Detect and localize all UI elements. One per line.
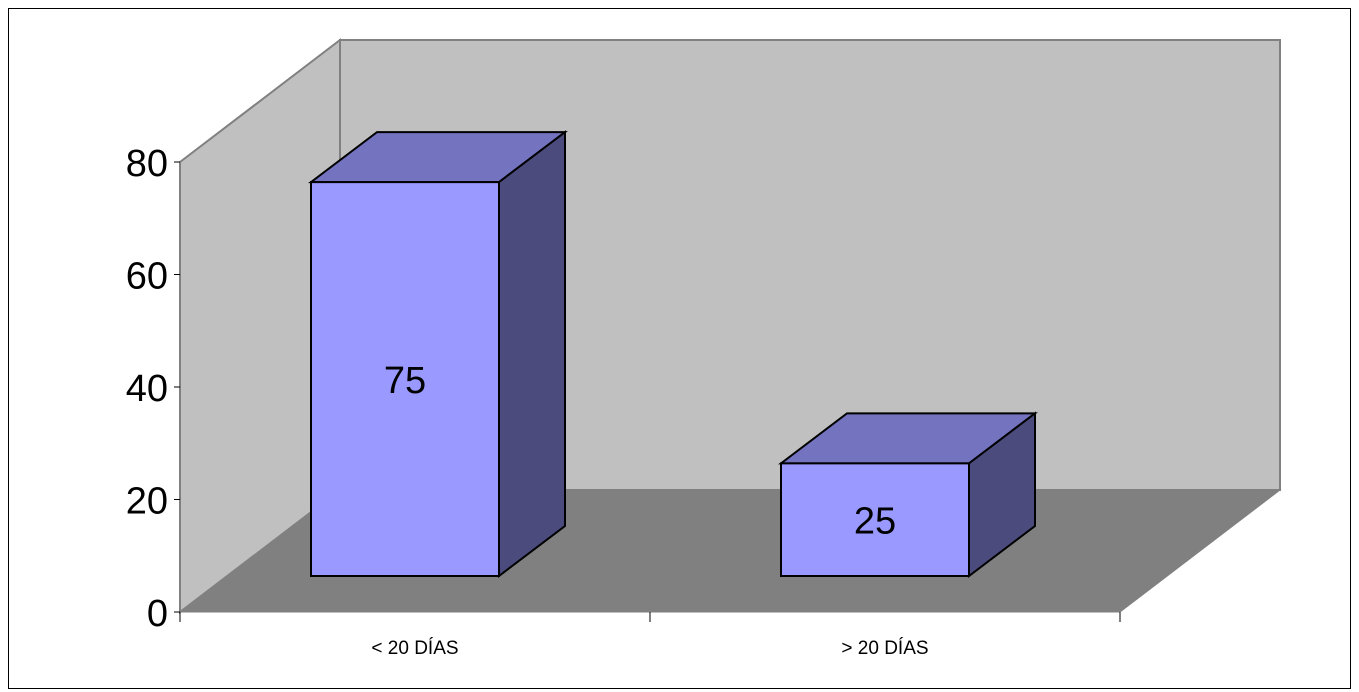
data-label: 75 — [384, 360, 426, 402]
y-tick-label: 0 — [147, 593, 168, 635]
y-tick-label: 20 — [126, 481, 168, 523]
y-tick-label: 40 — [126, 368, 168, 410]
bar-front — [310, 181, 500, 577]
bars-group: 75 25 — [308, 130, 1038, 579]
data-label: 25 — [854, 501, 896, 543]
category-axis: < 20 DÍAS > 20 DÍAS — [179, 612, 1121, 659]
x-tick-label: < 20 DÍAS — [371, 638, 458, 659]
x-tick-label: > 20 DÍAS — [841, 638, 928, 659]
bar-front — [780, 462, 970, 577]
y-tick-label: 60 — [126, 256, 168, 298]
y-tick-label: 80 — [126, 143, 168, 185]
value-axis: 0 20 40 60 80 — [126, 143, 180, 635]
bar-side — [498, 130, 566, 579]
bar: 75 — [308, 130, 568, 579]
bar: 25 — [778, 411, 1038, 579]
